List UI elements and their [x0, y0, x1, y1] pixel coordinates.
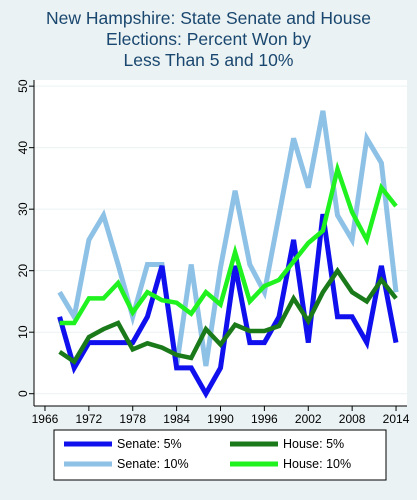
- legend-label-house-10: House: 10%: [283, 457, 351, 471]
- y-tick-label-40: 40: [16, 141, 30, 155]
- gridlines: [34, 85, 407, 395]
- x-tick-label-1996: 1996: [251, 412, 278, 426]
- series-line-house-5: [58, 266, 398, 365]
- x-tick-label-1972: 1972: [76, 412, 103, 426]
- x-tick-label-2014: 2014: [383, 412, 410, 426]
- chart-title: New Hampshire: State Senate and House El…: [0, 8, 417, 71]
- x-tick-label-1990: 1990: [207, 412, 234, 426]
- chart-title-line-1: New Hampshire: State Senate and House: [46, 8, 371, 28]
- chart-title-line-2: Elections: Percent Won by: [106, 29, 311, 49]
- chart-title-line-3: Less Than 5 and 10%: [123, 50, 294, 70]
- legend: Senate: 5% House: 5% Senate: 10% House: 10%: [64, 437, 351, 471]
- legend-label-house-5: House: 5%: [283, 437, 344, 451]
- series-line-senate-10: [57, 110, 399, 367]
- x-tick-label-1984: 1984: [163, 412, 190, 426]
- x-tick-label-2008: 2008: [339, 412, 366, 426]
- y-tick-label-20: 20: [16, 264, 30, 278]
- legend-box: [53, 429, 387, 481]
- y-tick-label-0: 0: [16, 390, 30, 397]
- y-tick-label-10: 10: [16, 325, 30, 339]
- legend-label-senate-5: Senate: 5%: [117, 437, 182, 451]
- axes: 0 10 20 30 40 50 1966 1972 1978 1984 1990 1996 2002 2…: [16, 79, 410, 426]
- x-tick-label-1966: 1966: [32, 412, 59, 426]
- series-line-senate-5: [57, 213, 399, 399]
- y-tick-label-30: 30: [16, 202, 30, 216]
- series-line-house-10: [59, 161, 398, 326]
- legend-label-senate-10: Senate: 10%: [117, 457, 189, 471]
- x-tick-label-2002: 2002: [295, 412, 322, 426]
- y-tick-label-50: 50: [16, 79, 30, 93]
- series-lines: [57, 110, 399, 399]
- x-tick-label-1978: 1978: [119, 412, 146, 426]
